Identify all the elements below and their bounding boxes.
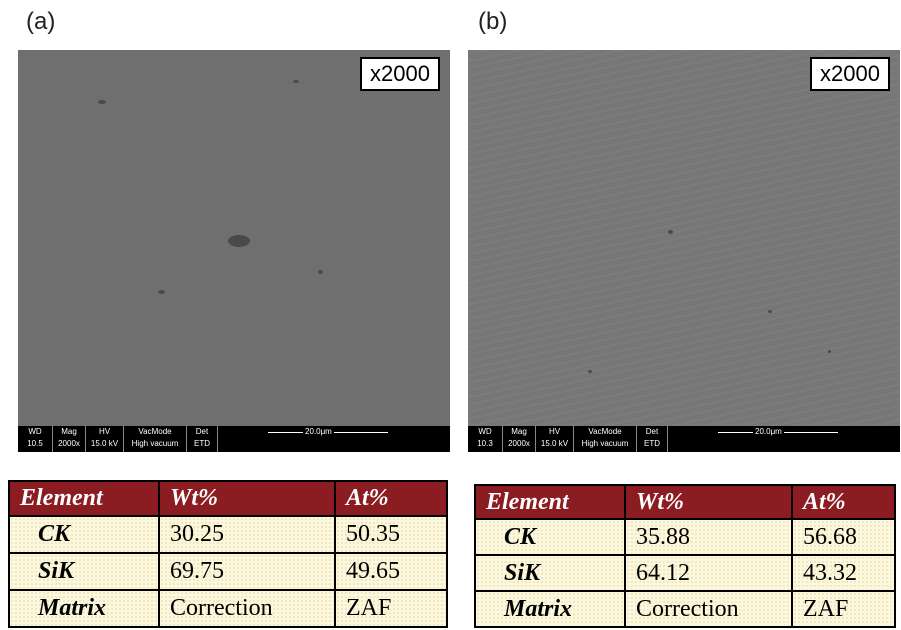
scale-text: 20.0μm — [753, 427, 784, 436]
table-cell: 49.65 — [335, 553, 447, 590]
info-value: High vacuum — [576, 438, 634, 450]
info-header: Det — [639, 426, 665, 438]
table-cell: Matrix — [9, 590, 159, 627]
table-cell: 50.35 — [335, 516, 447, 553]
scale-text: 20.0μm — [303, 427, 334, 436]
table-cell: 43.32 — [792, 555, 895, 591]
info-value: 10.3 mm — [470, 438, 500, 462]
spot — [828, 350, 831, 353]
table-cell: Matrix — [475, 591, 625, 627]
page: {"panels":[ {"label":"(a)","magnificatio… — [0, 0, 901, 630]
header-cell: At% — [335, 481, 447, 516]
info-value: High vacuum — [126, 438, 184, 450]
info-header: Det — [189, 426, 215, 438]
table-cell: 64.12 — [625, 555, 792, 591]
info-header: Mag — [505, 426, 533, 438]
info-value: 2000x — [505, 438, 533, 450]
info-value: 10.5 mm — [20, 438, 50, 462]
sem-image — [468, 50, 900, 426]
panel-label: (b) — [478, 8, 507, 36]
spot — [228, 235, 250, 247]
info-header: VacMode — [126, 426, 184, 438]
spot — [768, 310, 772, 313]
spot — [98, 100, 106, 104]
table-cell: ZAF — [792, 591, 895, 627]
panel-label: (a) — [26, 8, 55, 36]
table-cell: CK — [475, 519, 625, 555]
table-cell: SiK — [9, 553, 159, 590]
scale-bar: 20.0μm — [218, 426, 450, 452]
table-cell: 35.88 — [625, 519, 792, 555]
info-header: HV — [538, 426, 571, 438]
info-value: ETD — [639, 438, 665, 450]
info-value: 2000x — [55, 438, 83, 450]
table-cell: SiK — [475, 555, 625, 591]
table-cell: Correction — [625, 591, 792, 627]
info-value: 15.0 kV — [88, 438, 121, 450]
info-value: 15.0 kV — [538, 438, 571, 450]
magnification: x2000 — [810, 57, 890, 91]
info-value: ETD — [189, 438, 215, 450]
spot — [293, 80, 299, 83]
table-cell: 56.68 — [792, 519, 895, 555]
spot — [588, 370, 592, 373]
info-header: WD — [20, 426, 50, 438]
info-header: HV — [88, 426, 121, 438]
header-cell: At% — [792, 485, 895, 519]
info-header: Mag — [55, 426, 83, 438]
table-cell: Correction — [159, 590, 335, 627]
header-cell: Element — [475, 485, 625, 519]
spot — [158, 290, 165, 294]
magnification: x2000 — [360, 57, 440, 91]
spot — [668, 230, 673, 234]
table-cell: ZAF — [335, 590, 447, 627]
header-cell: Wt% — [159, 481, 335, 516]
info-header: VacMode — [576, 426, 634, 438]
scale-bar: 20.0μm — [668, 426, 900, 452]
header-cell: Wt% — [625, 485, 792, 519]
spot — [318, 270, 323, 274]
header-cell: Element — [9, 481, 159, 516]
sem-image — [18, 50, 450, 426]
table-cell: CK — [9, 516, 159, 553]
info-header: WD — [470, 426, 500, 438]
table-cell: 69.75 — [159, 553, 335, 590]
table-cell: 30.25 — [159, 516, 335, 553]
